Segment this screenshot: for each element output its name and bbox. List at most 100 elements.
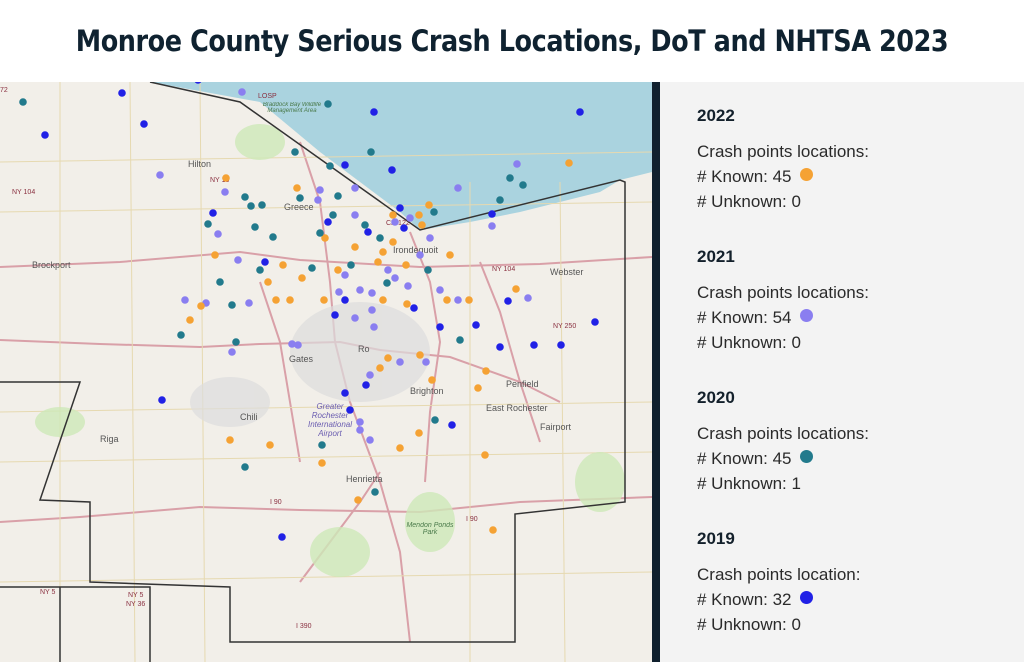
crash-point-2021[interactable] (404, 282, 412, 290)
crash-point-2020[interactable] (519, 181, 527, 189)
crash-point-2020[interactable] (318, 441, 326, 449)
crash-point-2022[interactable] (286, 296, 294, 304)
crash-point-2022[interactable] (279, 261, 287, 269)
crash-point-2020[interactable] (367, 148, 375, 156)
crash-point-2021[interactable] (436, 286, 444, 294)
crash-point-2019[interactable] (41, 131, 49, 139)
crash-point-2020[interactable] (316, 229, 324, 237)
crash-point-2020[interactable] (329, 211, 337, 219)
crash-point-2021[interactable] (422, 358, 430, 366)
crash-point-2022[interactable] (403, 300, 411, 308)
crash-point-2021[interactable] (238, 88, 246, 96)
crash-point-2022[interactable] (374, 258, 382, 266)
crash-point-2020[interactable] (430, 208, 438, 216)
crash-point-2019[interactable] (331, 311, 339, 319)
crash-point-2020[interactable] (371, 488, 379, 496)
crash-point-2019[interactable] (261, 258, 269, 266)
crash-point-2022[interactable] (402, 261, 410, 269)
crash-point-2020[interactable] (204, 220, 212, 228)
crash-point-2020[interactable] (216, 278, 224, 286)
crash-point-2021[interactable] (341, 271, 349, 279)
crash-point-2022[interactable] (226, 436, 234, 444)
crash-point-2021[interactable] (368, 289, 376, 297)
crash-point-2019[interactable] (436, 323, 444, 331)
crash-point-2020[interactable] (308, 264, 316, 272)
crash-point-2021[interactable] (316, 186, 324, 194)
crash-point-2019[interactable] (591, 318, 599, 326)
crash-point-2020[interactable] (228, 301, 236, 309)
crash-point-2020[interactable] (424, 266, 432, 274)
crash-point-2020[interactable] (251, 223, 259, 231)
crash-point-2019[interactable] (448, 421, 456, 429)
crash-point-2019[interactable] (400, 224, 408, 232)
crash-point-2021[interactable] (314, 196, 322, 204)
crash-point-2021[interactable] (370, 323, 378, 331)
crash-point-2022[interactable] (379, 296, 387, 304)
crash-point-2019[interactable] (472, 321, 480, 329)
crash-point-2020[interactable] (258, 201, 266, 209)
crash-point-2021[interactable] (391, 274, 399, 282)
crash-point-2019[interactable] (324, 218, 332, 226)
crash-point-2022[interactable] (354, 496, 362, 504)
crash-point-2020[interactable] (383, 279, 391, 287)
crash-point-2020[interactable] (269, 233, 277, 241)
crash-point-2019[interactable] (410, 304, 418, 312)
crash-point-2021[interactable] (351, 314, 359, 322)
crash-point-2020[interactable] (456, 336, 464, 344)
crash-point-2020[interactable] (241, 463, 249, 471)
crash-point-2022[interactable] (481, 451, 489, 459)
crash-point-2022[interactable] (415, 211, 423, 219)
crash-point-2019[interactable] (362, 381, 370, 389)
crash-point-2020[interactable] (326, 162, 334, 170)
crash-point-2021[interactable] (234, 256, 242, 264)
crash-point-2022[interactable] (489, 526, 497, 534)
crash-point-2019[interactable] (341, 296, 349, 304)
crash-point-2022[interactable] (418, 221, 426, 229)
crash-point-2019[interactable] (388, 166, 396, 174)
crash-point-2021[interactable] (513, 160, 521, 168)
crash-point-2020[interactable] (296, 194, 304, 202)
crash-point-2022[interactable] (266, 441, 274, 449)
crash-point-2021[interactable] (488, 222, 496, 230)
crash-point-2021[interactable] (368, 306, 376, 314)
crash-point-2020[interactable] (291, 148, 299, 156)
crash-point-2021[interactable] (214, 230, 222, 238)
crash-point-2019[interactable] (341, 161, 349, 169)
crash-point-2020[interactable] (347, 261, 355, 269)
crash-point-2021[interactable] (351, 211, 359, 219)
crash-point-2022[interactable] (384, 354, 392, 362)
crash-point-2020[interactable] (376, 234, 384, 242)
crash-point-2019[interactable] (504, 297, 512, 305)
crash-point-2019[interactable] (530, 341, 538, 349)
crash-point-2022[interactable] (293, 184, 301, 192)
crash-point-2020[interactable] (334, 192, 342, 200)
crash-point-2021[interactable] (356, 426, 364, 434)
crash-point-2021[interactable] (416, 251, 424, 259)
crash-point-2021[interactable] (366, 371, 374, 379)
crash-point-2022[interactable] (428, 376, 436, 384)
crash-point-2021[interactable] (245, 299, 253, 307)
crash-point-2021[interactable] (406, 214, 414, 222)
crash-point-2022[interactable] (379, 248, 387, 256)
crash-point-2019[interactable] (496, 343, 504, 351)
crash-point-2022[interactable] (512, 285, 520, 293)
crash-point-2021[interactable] (384, 266, 392, 274)
crash-point-2022[interactable] (389, 238, 397, 246)
crash-point-2020[interactable] (241, 193, 249, 201)
crash-point-2019[interactable] (346, 406, 354, 414)
crash-point-2022[interactable] (415, 429, 423, 437)
crash-point-2019[interactable] (557, 341, 565, 349)
crash-point-2021[interactable] (454, 184, 462, 192)
crash-point-2019[interactable] (576, 108, 584, 116)
crash-point-2021[interactable] (524, 294, 532, 302)
crash-point-2022[interactable] (446, 251, 454, 259)
crash-point-2022[interactable] (482, 367, 490, 375)
crash-point-2021[interactable] (426, 234, 434, 242)
crash-point-2019[interactable] (209, 209, 217, 217)
crash-point-2022[interactable] (320, 296, 328, 304)
crash-point-2022[interactable] (211, 251, 219, 259)
crash-point-2022[interactable] (334, 266, 342, 274)
crash-point-2019[interactable] (118, 89, 126, 97)
crash-point-2021[interactable] (356, 286, 364, 294)
crash-point-2022[interactable] (465, 296, 473, 304)
